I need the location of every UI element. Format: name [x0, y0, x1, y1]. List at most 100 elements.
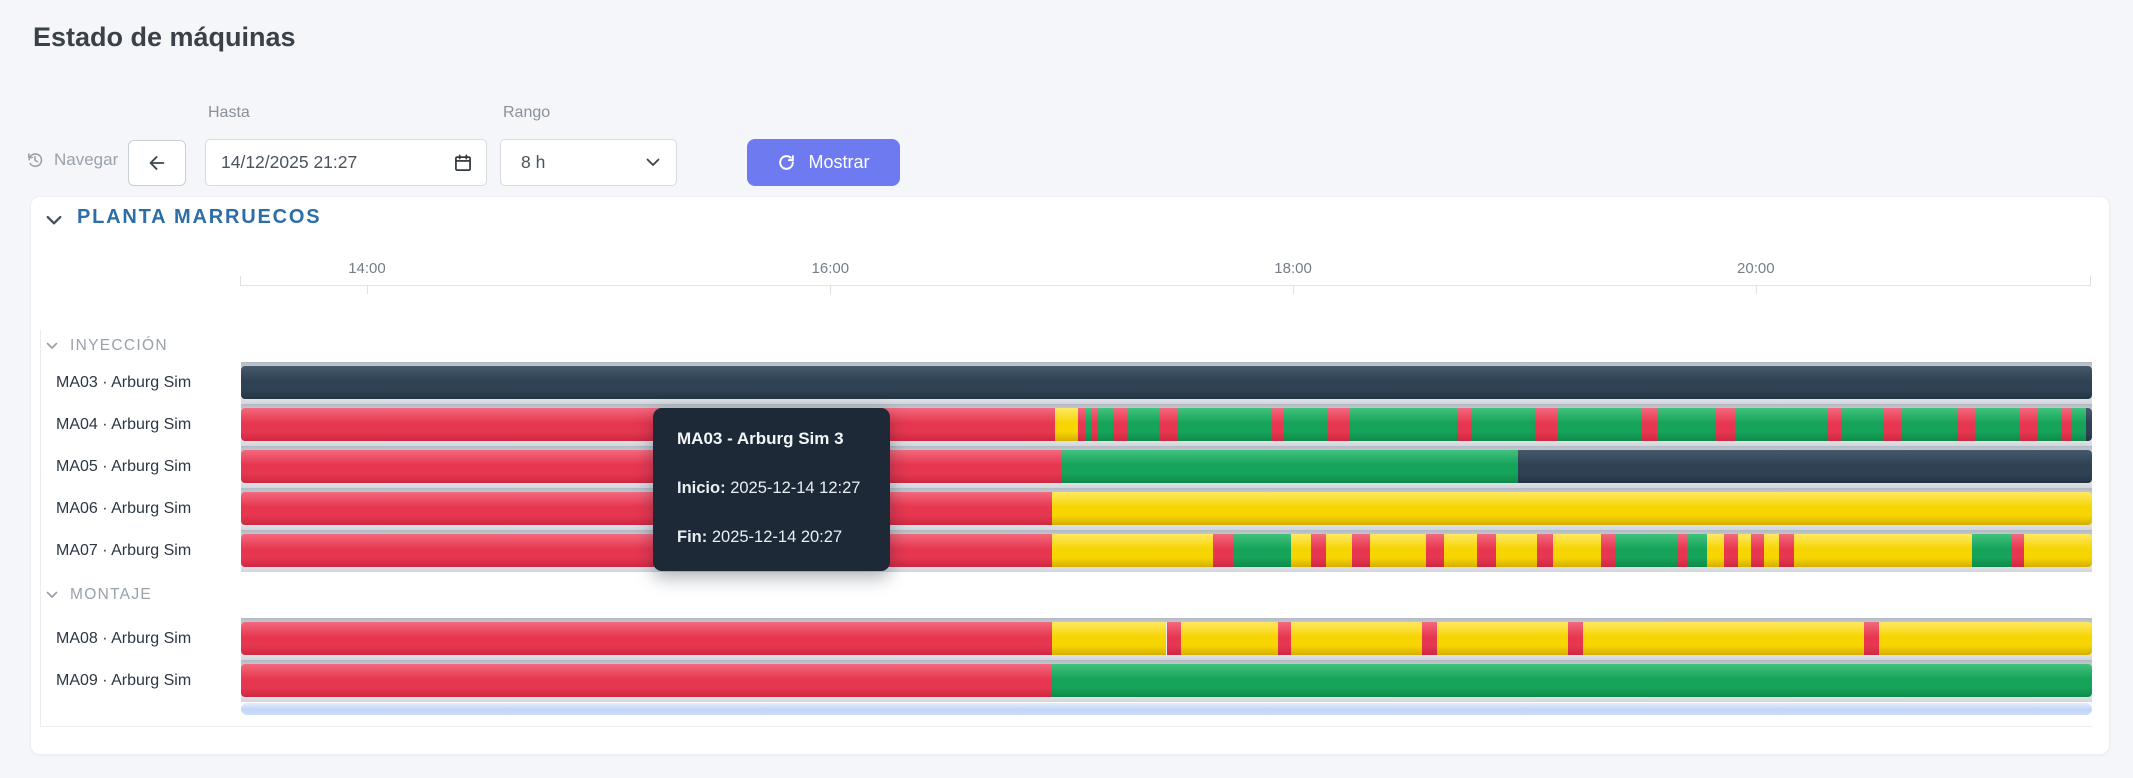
- timeline-segment-red[interactable]: [241, 664, 1052, 697]
- timeline-segment-red[interactable]: [1457, 408, 1472, 441]
- timeline-segment-green[interactable]: [1127, 408, 1160, 441]
- timeline-segment-red[interactable]: [1864, 622, 1880, 655]
- plant-section-header[interactable]: PLANTA MARRUECOS: [77, 206, 322, 228]
- timeline-segment-red[interactable]: [1751, 534, 1765, 567]
- timeline-segment-yellow[interactable]: [1764, 534, 1780, 567]
- timeline-segment-green[interactable]: [1233, 534, 1291, 567]
- timeline-segment-yellow[interactable]: [1055, 408, 1078, 441]
- timeline-segment-yellow[interactable]: [1051, 492, 2092, 525]
- timeline-segment-green[interactable]: [1471, 408, 1535, 441]
- timeline-segment-red[interactable]: [1421, 622, 1437, 655]
- timeline-segment-yellow[interactable]: [1553, 534, 1602, 567]
- timeline-segment-red[interactable]: [1425, 534, 1445, 567]
- timeline-segment-green[interactable]: [1051, 664, 2092, 697]
- timeline-segment-dark[interactable]: [1518, 450, 2092, 483]
- timeline-segment-red[interactable]: [1159, 408, 1178, 441]
- timeline-segment-green[interactable]: [1971, 534, 2011, 567]
- timeline-segment-green[interactable]: [1686, 534, 1707, 567]
- timeline-segment-green[interactable]: [1975, 408, 2020, 441]
- timeline-segment-yellow[interactable]: [1738, 534, 1752, 567]
- timeline-segment-green[interactable]: [1901, 408, 1957, 441]
- timeline-segment-red[interactable]: [1677, 534, 1687, 567]
- timeline-segment-red[interactable]: [1112, 408, 1128, 441]
- axis-tick-label: 16:00: [811, 260, 850, 277]
- group-header-inyección[interactable]: INYECCIÓN: [41, 330, 2092, 362]
- timeline-segment-yellow[interactable]: [1793, 534, 1972, 567]
- timeline-segment-red[interactable]: [2019, 408, 2039, 441]
- group-name: MONTAJE: [70, 586, 153, 603]
- timeline-segment-red[interactable]: [1642, 408, 1657, 441]
- timeline-segment-yellow[interactable]: [1051, 622, 1167, 655]
- timeline-segment-red[interactable]: [1166, 622, 1182, 655]
- timeline-segment-yellow[interactable]: [2023, 534, 2092, 567]
- timeline-segment-red[interactable]: [1277, 622, 1291, 655]
- timeline-segment-green[interactable]: [1177, 408, 1272, 441]
- timeline-segment-red[interactable]: [241, 450, 1061, 483]
- timeline-segment-green[interactable]: [1842, 408, 1883, 441]
- timeline-segment-red[interactable]: [1351, 534, 1371, 567]
- timeline-segment-red[interactable]: [1272, 408, 1284, 441]
- timeline-segment-yellow[interactable]: [1495, 534, 1537, 567]
- timeline-segment-dark[interactable]: [241, 366, 2092, 399]
- timeline-segment-red[interactable]: [1536, 534, 1554, 567]
- timeline-segment-red[interactable]: [1882, 408, 1902, 441]
- timeline-segment-red[interactable]: [1212, 534, 1234, 567]
- arrow-left-icon: [149, 156, 165, 170]
- timeline-segment-red[interactable]: [1601, 534, 1617, 567]
- timeline-segment-yellow[interactable]: [1436, 622, 1569, 655]
- machine-label: MA09 · Arburg Sim: [56, 672, 192, 689]
- timeline-segment-green[interactable]: [1085, 408, 1093, 441]
- timeline-segment-red[interactable]: [1779, 534, 1794, 567]
- mostrar-button[interactable]: Mostrar: [747, 139, 900, 186]
- timeline-segment-red[interactable]: [1534, 408, 1558, 441]
- timeline-segment-yellow[interactable]: [1370, 534, 1426, 567]
- timeline-segment-yellow[interactable]: [1582, 622, 1865, 655]
- timeline-segment-yellow[interactable]: [1879, 622, 2092, 655]
- timeline-segment-red[interactable]: [1956, 408, 1976, 441]
- machine-bar-track: [241, 530, 2092, 572]
- timeline-segment-green[interactable]: [2071, 408, 2087, 441]
- chart-horizontal-scrollbar[interactable]: [241, 703, 2092, 715]
- timeline-segment-yellow[interactable]: [1051, 534, 1213, 567]
- range-select[interactable]: 8 h: [500, 139, 677, 186]
- timeline-segment-green[interactable]: [1557, 408, 1643, 441]
- timeline-segment-yellow[interactable]: [1290, 622, 1422, 655]
- timeline-segment-red[interactable]: [1310, 534, 1326, 567]
- timeline-segment-red[interactable]: [241, 492, 1052, 525]
- timeline-segment-yellow[interactable]: [1706, 534, 1724, 567]
- timeline-segment-green[interactable]: [1657, 408, 1717, 441]
- timeline-segment-yellow[interactable]: [1290, 534, 1311, 567]
- timeline-segment-green[interactable]: [1060, 450, 1519, 483]
- timeline-segment-green[interactable]: [1616, 534, 1678, 567]
- timeline-segment-green[interactable]: [2038, 408, 2061, 441]
- back-button[interactable]: [128, 140, 186, 186]
- calendar-icon[interactable]: [453, 153, 473, 173]
- timeline-segment-red[interactable]: [1723, 534, 1739, 567]
- timeline-segment-green[interactable]: [1734, 408, 1828, 441]
- group-header-montaje[interactable]: MONTAJE: [41, 572, 2092, 618]
- navigate-group: Navegar: [25, 150, 118, 170]
- tooltip-fin-label: Fin:: [677, 528, 708, 546]
- timeline-segment-red[interactable]: [2060, 408, 2072, 441]
- timeline-segment-red[interactable]: [241, 622, 1052, 655]
- timeline-segment-red[interactable]: [1327, 408, 1350, 441]
- timeline-segment-red[interactable]: [1716, 408, 1735, 441]
- timeline-segment-red[interactable]: [241, 408, 1056, 441]
- timeline-segment-yellow[interactable]: [1181, 622, 1278, 655]
- timeline-segment-red[interactable]: [1568, 622, 1583, 655]
- datetime-input[interactable]: 14/12/2025 21:27: [205, 139, 487, 186]
- timeline-segment-red[interactable]: [241, 534, 1052, 567]
- timeline-segment-green[interactable]: [1349, 408, 1458, 441]
- timeline-segment-red[interactable]: [1827, 408, 1843, 441]
- timeline-segment-yellow[interactable]: [1325, 534, 1352, 567]
- timeline-segment-dark[interactable]: [2086, 408, 2092, 441]
- timeline-segment-red[interactable]: [2010, 534, 2024, 567]
- timeline-segment-yellow[interactable]: [1444, 534, 1478, 567]
- timeline-segment-red[interactable]: [1077, 408, 1086, 441]
- timeline-segment-red[interactable]: [1092, 408, 1098, 441]
- tooltip-title: MA03 - Arburg Sim 3: [677, 429, 844, 448]
- timeline-segment-red[interactable]: [1477, 534, 1496, 567]
- timeline-segment-green[interactable]: [1098, 408, 1113, 441]
- machine-bar: [241, 622, 2092, 655]
- timeline-segment-green[interactable]: [1283, 408, 1328, 441]
